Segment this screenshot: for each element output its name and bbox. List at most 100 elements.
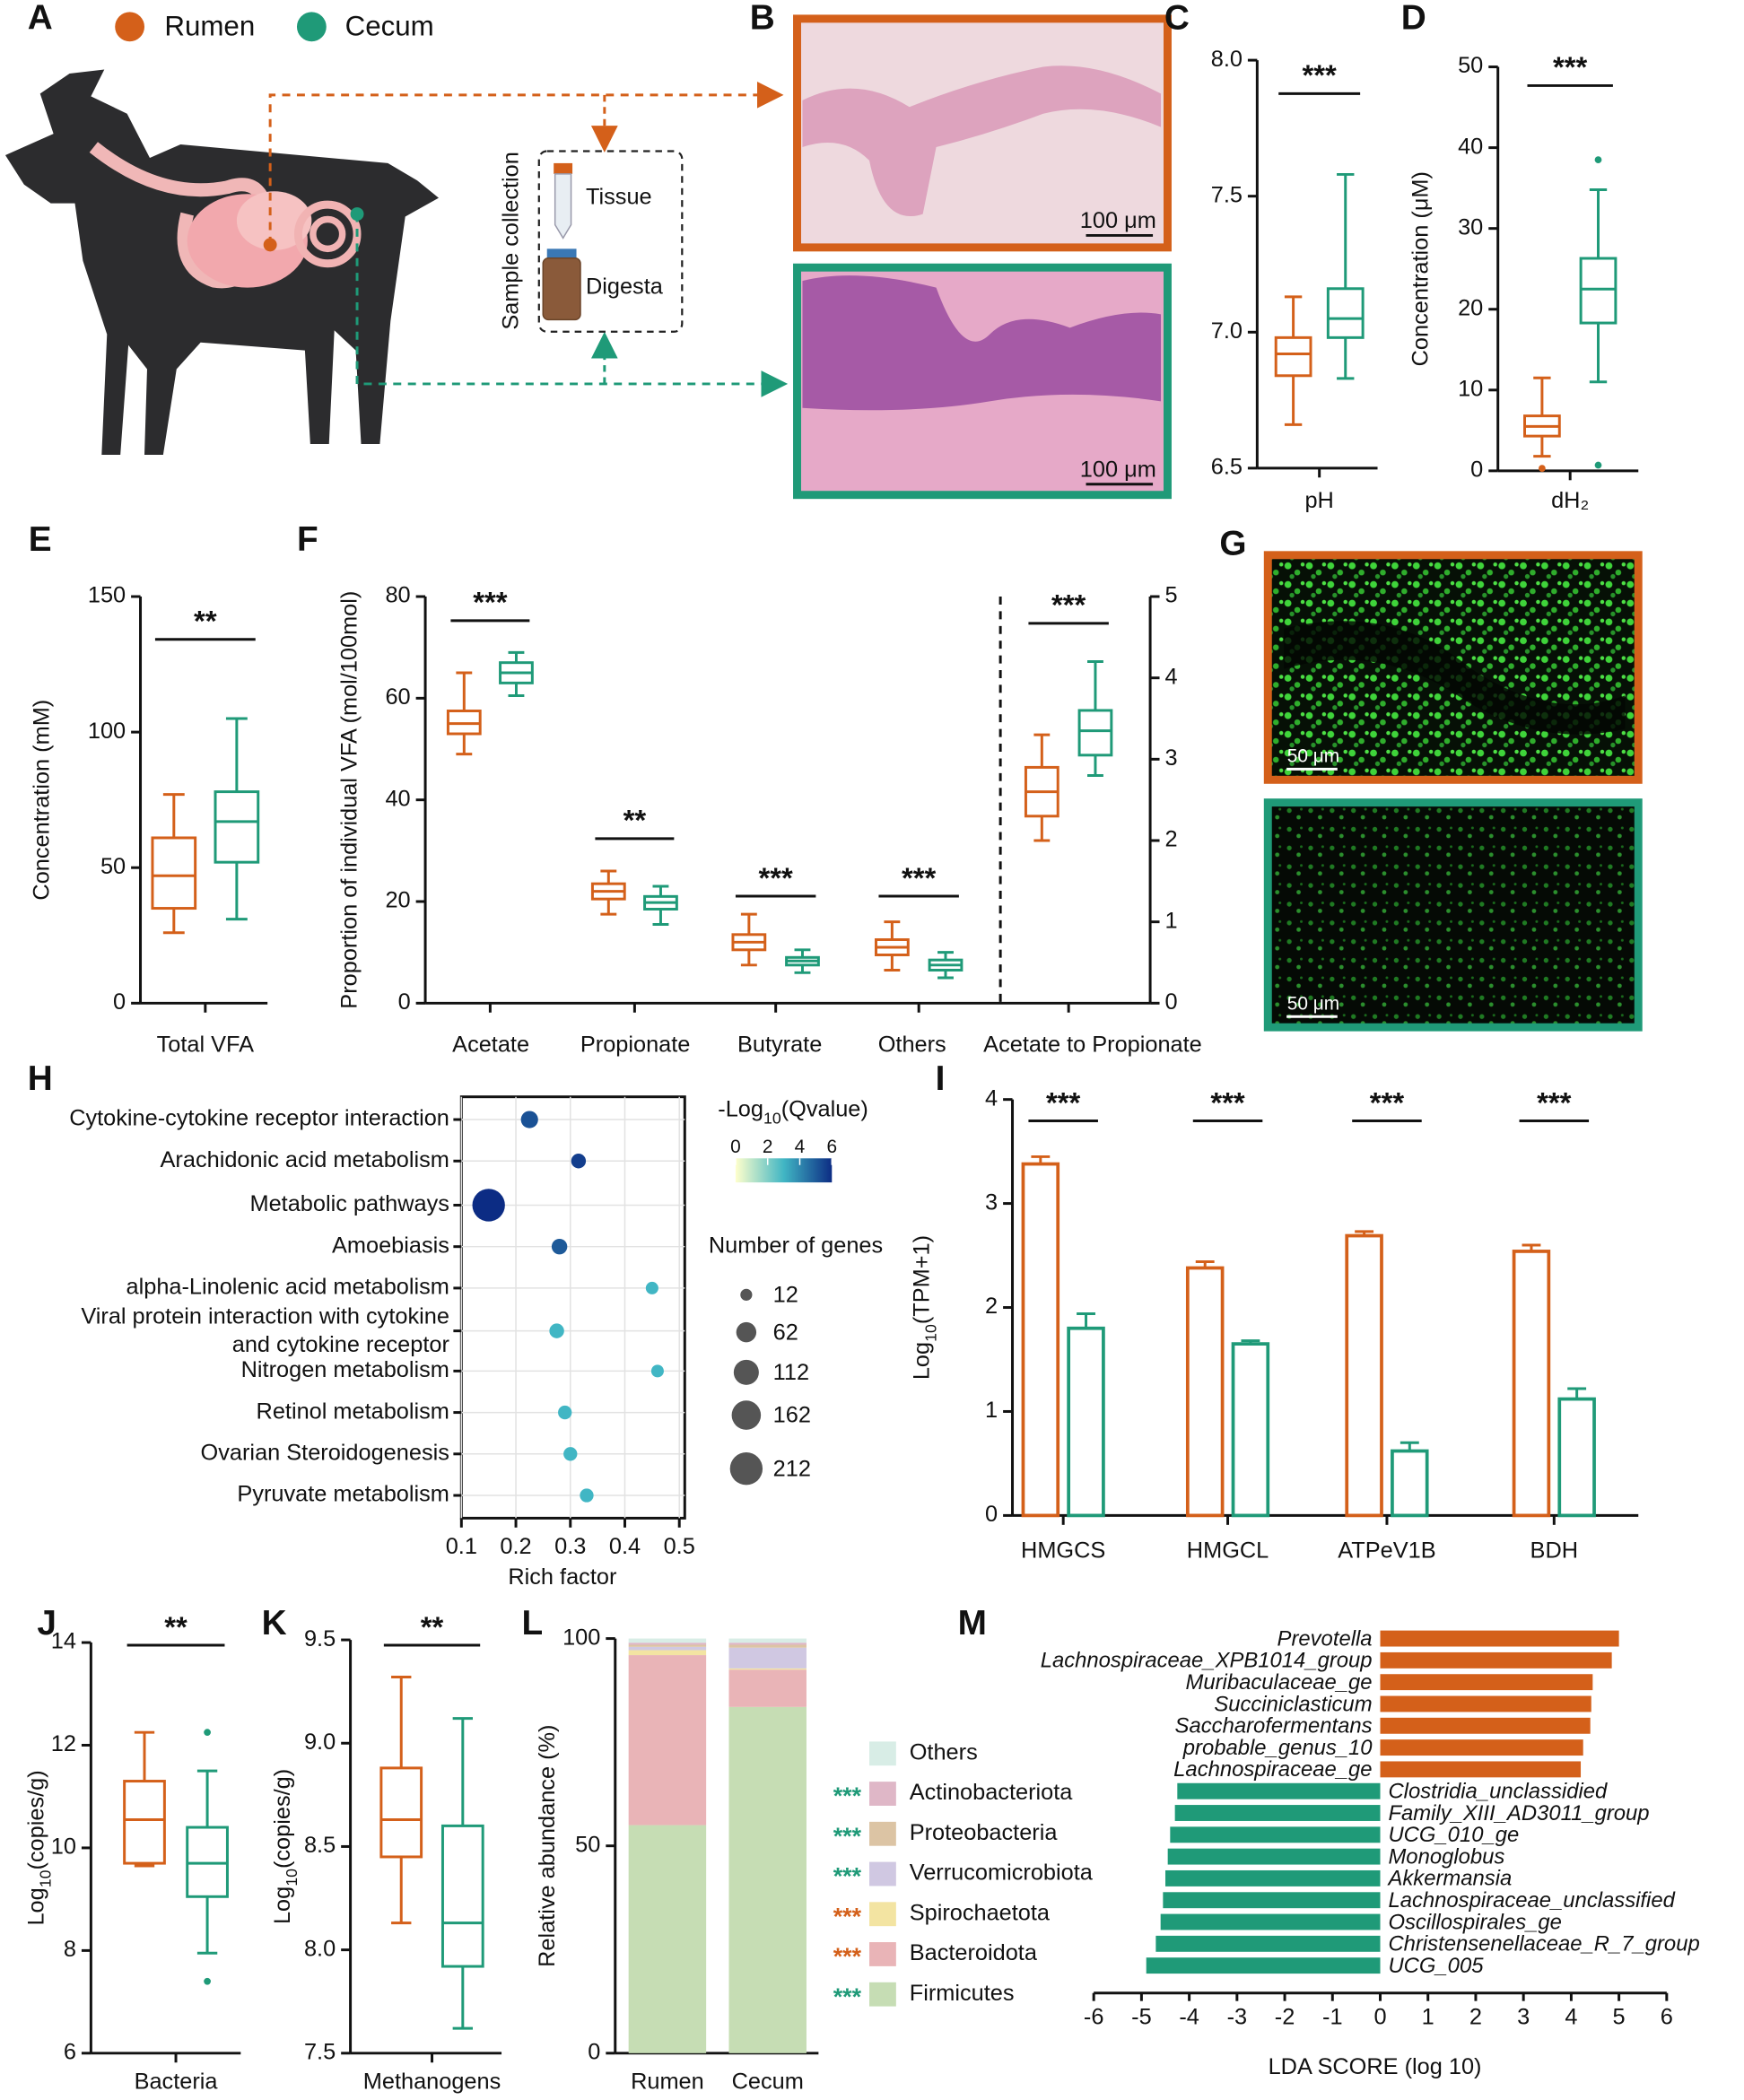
legend-swatch (869, 1741, 896, 1766)
significance: *** (1303, 58, 1338, 91)
outlier (1539, 465, 1546, 473)
x-tick-label: BDH (1530, 1538, 1578, 1563)
colorbar (735, 1158, 833, 1183)
colorbar-tick-label: 6 (826, 1137, 837, 1157)
bar-segment (628, 1825, 707, 2053)
y-axis-label: Concentration (mM) (29, 700, 54, 901)
dot (549, 1323, 564, 1338)
bar-label: Christensenellaceae_R_7_group (1388, 1932, 1699, 1956)
colorbar-title-part: -Log (718, 1096, 763, 1121)
bar-label: Muribaculaceae_ge (1185, 1670, 1372, 1695)
y-tick-label: 8 (64, 1937, 76, 1962)
legend-swatch (296, 12, 327, 42)
bar (1174, 1805, 1381, 1821)
bar-segment (728, 1706, 807, 2053)
bar-label: Oscillospirales_ge (1388, 1910, 1561, 1934)
outlier (1594, 156, 1602, 164)
bar-segment (628, 1643, 707, 1645)
y-tick-label: 50 (575, 1832, 600, 1857)
organ (310, 215, 346, 253)
y-tick-label: 8.5 (304, 1833, 336, 1858)
y-tick-label: 10 (1458, 376, 1483, 401)
legend-significance: *** (833, 1943, 862, 1970)
organ (236, 191, 312, 250)
category-label: Metabolic pathways (249, 1191, 449, 1216)
box (214, 790, 260, 864)
panel-letter: C (1164, 0, 1190, 38)
bar (1380, 1761, 1582, 1778)
y-tick-label: 8.0 (1211, 47, 1243, 72)
bottle (542, 257, 581, 321)
bar-label: Clostridia_unclassidied (1388, 1779, 1608, 1803)
panel-letter: H (28, 1059, 53, 1098)
size-legend-label: 12 (773, 1283, 798, 1308)
y-axis-label-part: 10 (921, 1324, 939, 1342)
tissue (802, 275, 1162, 411)
legend-swatch (869, 1861, 896, 1887)
panel-g-images: 50 μm 50 μm (1263, 551, 1643, 1032)
dot (571, 1154, 587, 1169)
y-tick-label: 7.5 (1211, 182, 1243, 207)
outlier (1594, 461, 1602, 469)
bar-segment (728, 1643, 807, 1645)
legend-swatch (869, 1902, 896, 1927)
x-tick-label: 0 (1373, 2005, 1386, 2030)
y-tick-label: 6 (64, 2039, 76, 2064)
y-tick-label: 40 (1458, 134, 1483, 159)
bar (1146, 1957, 1381, 1974)
legend-label: Others (910, 1739, 978, 1765)
y-tick-label: 10 (51, 1834, 76, 1860)
y-tick-label: 60 (385, 684, 410, 710)
x-tick-label: -2 (1275, 2005, 1295, 2030)
box (123, 1780, 166, 1865)
colorbar-title-part: 10 (763, 1109, 781, 1127)
y-tick-label: 3 (985, 1189, 998, 1215)
size-legend-title: Number of genes (709, 1233, 883, 1258)
y-axis-label: Log10(copies/g) (270, 1769, 301, 1924)
y-axis-label: Log10(copies/g) (23, 1770, 54, 1925)
arrow (268, 81, 784, 245)
legend-swatch (869, 1942, 896, 1966)
x-tick-label: 3 (1517, 2005, 1530, 2030)
category-label: Nitrogen metabolism (241, 1357, 449, 1382)
bar (1177, 1782, 1381, 1799)
y-tick-label: 20 (385, 888, 410, 913)
y-axis-label-part: 10 (36, 1869, 54, 1887)
item-label: Digesta (586, 274, 664, 299)
x-tick-label: Rumen (631, 2069, 704, 2094)
size-legend-label: 62 (773, 1320, 798, 1345)
significance: *** (473, 586, 508, 619)
category-label: Ovarian Steroidogenesis (201, 1440, 449, 1465)
panel-letter: G (1219, 525, 1246, 563)
significance: *** (1553, 50, 1588, 83)
x-tick-label: pH (1304, 488, 1333, 513)
y-tick-label: 4 (1164, 664, 1177, 689)
y-tick-label: 0 (588, 2039, 600, 2064)
bar-label: UCG_010_ge (1388, 1823, 1519, 1847)
bar-label: Succiniclasticum (1214, 1692, 1372, 1716)
scale-label: 100 μm (1080, 457, 1156, 483)
x-tick-label: Methanogens (363, 2069, 501, 2094)
y-tick-label: 6.5 (1211, 455, 1243, 480)
box (1326, 287, 1365, 339)
bar-label: probable_genus_10 (1182, 1736, 1373, 1760)
x-tick-label: HMGCS (1021, 1538, 1105, 1563)
y-tick-label: 14 (51, 1629, 76, 1654)
bar-label: Akkermansia (1386, 1867, 1512, 1891)
bar-segment (628, 1638, 707, 1643)
y-tick-label: 9.5 (304, 1626, 336, 1651)
y-tick-label: 100 (562, 1625, 600, 1650)
box (151, 836, 197, 911)
y-tick-label: 7.5 (304, 2039, 336, 2064)
legend-label: Firmicutes (910, 1981, 1015, 2006)
dot (650, 1364, 664, 1378)
y-axis-label-part: (copies/g) (23, 1770, 48, 1869)
x-tick-label: Cecum (732, 2069, 804, 2094)
x-tick-label: -6 (1084, 2005, 1104, 2030)
y-axis-label-part: (copies/g) (270, 1769, 295, 1869)
significance: ** (421, 1610, 444, 1643)
x-tick-label: 0.3 (554, 1534, 586, 1559)
size-legend-label: 112 (773, 1360, 809, 1385)
bar (1167, 1848, 1381, 1865)
